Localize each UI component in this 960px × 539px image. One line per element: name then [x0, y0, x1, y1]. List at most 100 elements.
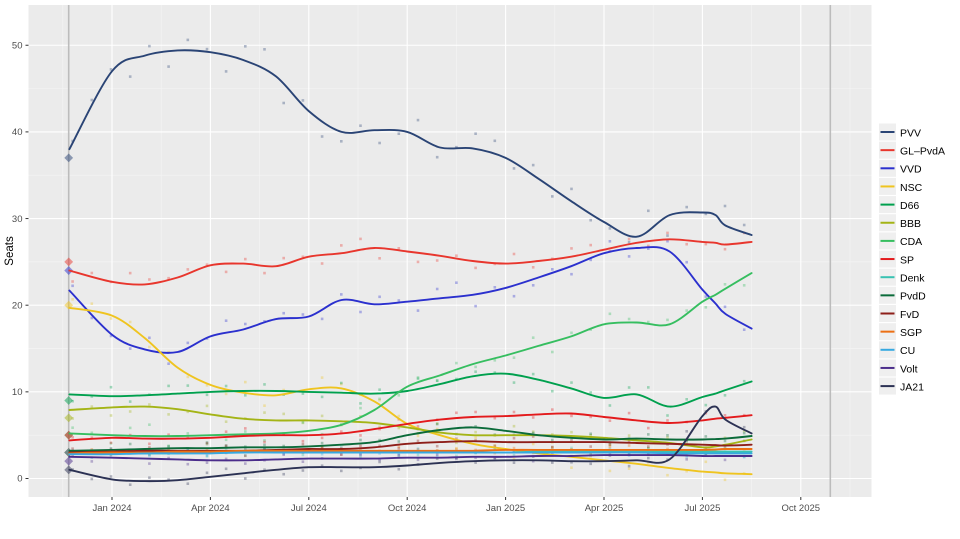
poll-point [128, 426, 132, 430]
poll-point [359, 406, 362, 410]
poll-point [647, 445, 650, 448]
poll-point [416, 377, 420, 380]
poll-point [666, 414, 669, 417]
poll-point [608, 227, 612, 230]
poll-point [378, 438, 381, 442]
poll-point [723, 394, 727, 397]
poll-point [148, 462, 151, 465]
poll-point [666, 473, 669, 477]
poll-point [359, 452, 362, 456]
poll-point [340, 140, 343, 143]
poll-point [531, 435, 535, 438]
poll-point [627, 444, 631, 447]
poll-point [378, 458, 381, 462]
poll-point [148, 44, 151, 48]
poll-point [589, 415, 592, 419]
poll-point [512, 457, 516, 461]
poll-point [340, 469, 343, 473]
poll-point [627, 240, 631, 244]
poll-point [666, 436, 669, 439]
poll-point [397, 440, 401, 443]
poll-point [512, 424, 516, 428]
poll-point [378, 460, 381, 464]
poll-point [685, 242, 688, 246]
poll-point [263, 439, 266, 442]
poll-point [397, 414, 401, 418]
poll-point [320, 262, 324, 265]
y-tick-label: 50 [12, 40, 23, 51]
legend-item-label: FvD [900, 309, 920, 321]
poll-point [704, 460, 708, 464]
poll-point [301, 469, 305, 472]
poll-point [647, 244, 650, 248]
poll-point [608, 443, 612, 447]
legend-item-NSC: NSC [879, 177, 923, 195]
poll-point [397, 299, 401, 302]
poll-point [340, 244, 343, 247]
poll-point [742, 429, 746, 433]
poll-point [359, 453, 362, 457]
trend-line-PvdD [68, 426, 753, 452]
poll-point [647, 456, 650, 460]
poll-point [320, 452, 324, 456]
poll-point [378, 141, 381, 145]
poll-point [474, 461, 477, 464]
poll-point [148, 446, 151, 449]
trend-line-CDA [68, 272, 753, 438]
poll-point [455, 457, 458, 461]
poll-point [627, 255, 631, 258]
poll-point [109, 454, 113, 458]
poll-point [90, 98, 94, 102]
poll-point [685, 205, 688, 209]
poll-point [244, 462, 247, 465]
poll-point [627, 237, 631, 241]
poll-point [416, 434, 420, 438]
poll-point [608, 447, 612, 451]
poll-point [493, 286, 497, 289]
poll-point [109, 447, 113, 450]
poll-point [128, 320, 132, 324]
poll-point [263, 468, 266, 471]
poll-point [531, 336, 535, 339]
poll-point [474, 370, 477, 373]
poll-point [320, 441, 324, 445]
poll-point [531, 266, 535, 269]
poll-point [435, 259, 439, 262]
poll-point [109, 385, 113, 389]
poll-point [666, 231, 669, 235]
poll-point [128, 75, 132, 78]
poll-point [224, 444, 228, 447]
poll-point [71, 436, 74, 439]
poll-point [224, 420, 228, 423]
poll-point [90, 436, 94, 439]
poll-point [723, 439, 727, 443]
x-tick-label: Jan 2025 [486, 503, 525, 514]
poll-point [493, 444, 497, 447]
poll-point [704, 295, 708, 298]
poll-point [397, 453, 401, 456]
poll-point [263, 440, 266, 444]
poll-point [474, 365, 477, 369]
poll-point [263, 383, 266, 386]
legend-item-CDA: CDA [879, 232, 922, 250]
poll-point [378, 425, 381, 429]
legend-item-D66: D66 [879, 196, 919, 214]
plot-panel [28, 5, 872, 497]
poll-point [224, 467, 228, 471]
poll-point [224, 392, 228, 396]
trend-line-PVV [68, 49, 753, 238]
poll-point [320, 445, 324, 449]
poll-point [263, 447, 266, 450]
poll-point [704, 306, 708, 309]
poll-point [224, 448, 228, 451]
poll-point [742, 328, 746, 331]
poll-point [282, 452, 285, 455]
legend-item-label: SP [900, 254, 914, 266]
poll-point [551, 350, 554, 354]
poll-point [71, 417, 74, 420]
poll-point [742, 223, 746, 227]
legend-item-label: NSC [900, 182, 923, 194]
poll-point [416, 425, 420, 428]
poll-point [435, 427, 439, 431]
poll-point [186, 38, 190, 42]
